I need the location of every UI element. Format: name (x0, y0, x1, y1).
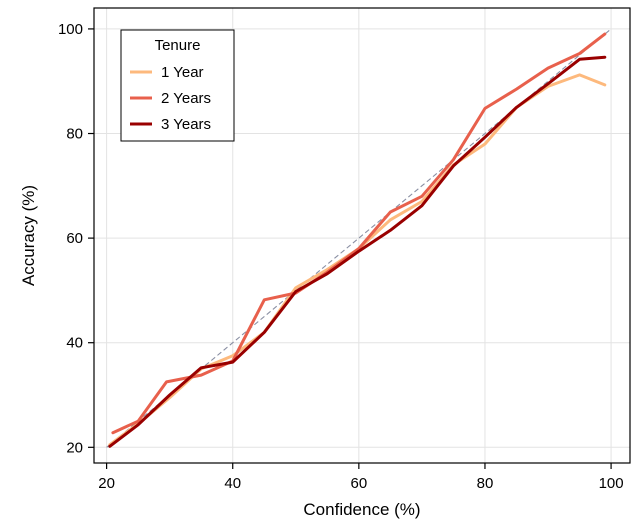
legend-label: 1 Year (161, 64, 204, 81)
x-tick-label: 20 (98, 475, 115, 492)
x-tick-label: 60 (351, 475, 368, 492)
x-tick-label: 40 (224, 475, 241, 492)
y-tick-label: 100 (58, 21, 83, 38)
y-tick-label: 60 (66, 230, 83, 247)
y-tick-label: 40 (66, 335, 83, 352)
ticks: 20 40 60 80 100 20 40 60 80 100 (58, 21, 624, 492)
legend-title: Tenure (155, 37, 201, 54)
legend-label: 3 Years (161, 116, 211, 133)
y-axis-label: Accuracy (%) (19, 185, 38, 286)
y-tick-label: 20 (66, 439, 83, 456)
series-layer (108, 32, 607, 448)
legend-items: 1 Year 2 Years 3 Years (130, 64, 211, 133)
legend-label: 2 Years (161, 90, 211, 107)
legend: Tenure 1 Year 2 Years 3 Years (120, 29, 235, 142)
x-axis-label: Confidence (%) (303, 500, 420, 519)
series-line-3 (108, 55, 607, 448)
x-tick-label: 100 (599, 475, 624, 492)
plot-frame (93, 7, 631, 464)
x-tick-label: 80 (477, 475, 494, 492)
y-tick-label: 80 (66, 126, 83, 143)
